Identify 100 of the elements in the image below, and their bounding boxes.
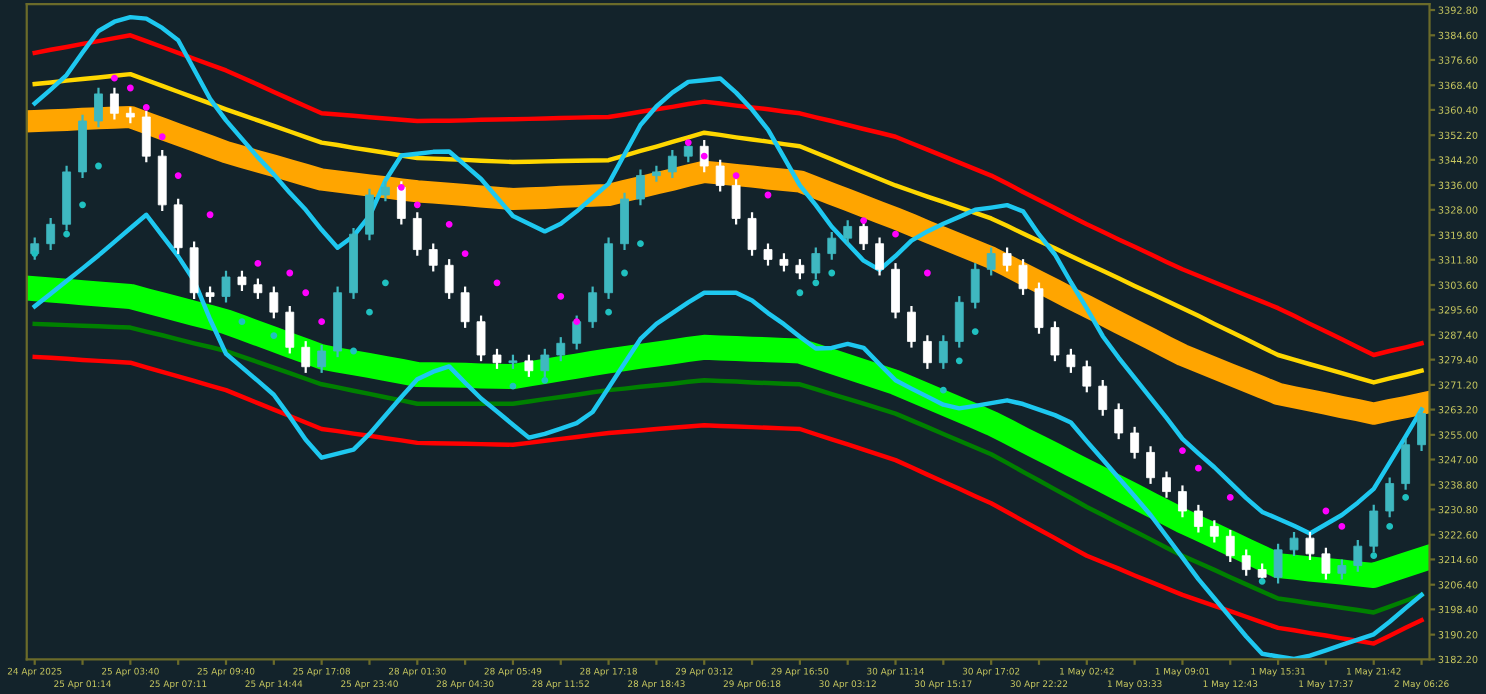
- point: [95, 162, 102, 170]
- line-series: [32, 212, 1424, 660]
- candlestick: [986, 246, 996, 277]
- candlestick: [173, 197, 183, 255]
- point: [924, 269, 931, 277]
- candlestick: [46, 217, 56, 251]
- candlestick: [779, 252, 789, 273]
- candlestick: [1305, 530, 1315, 562]
- candlestick: [556, 336, 566, 363]
- candlestick: [1193, 503, 1203, 534]
- candlestick: [747, 211, 757, 257]
- point: [238, 318, 246, 326]
- candlestick: [620, 191, 629, 251]
- candlestick: [365, 187, 374, 242]
- candlestick: [269, 285, 279, 320]
- candlestick: [1241, 548, 1251, 577]
- point: [1258, 577, 1266, 585]
- point: [812, 279, 820, 287]
- candlestick: [891, 262, 900, 320]
- point: [828, 269, 836, 277]
- candlestick: [1337, 558, 1347, 581]
- candlestick: [875, 236, 884, 277]
- candlestick: [715, 158, 725, 193]
- candlestick: [1385, 476, 1395, 519]
- line-series: [32, 71, 1424, 385]
- point: [573, 318, 581, 326]
- point: [637, 240, 644, 248]
- point: [382, 279, 389, 287]
- candlestick: [476, 314, 486, 363]
- candlestick: [253, 277, 263, 301]
- candlestick: [1114, 402, 1124, 441]
- candlestick: [922, 334, 932, 370]
- point: [939, 386, 947, 394]
- point: [254, 260, 262, 267]
- candlestick: [1098, 378, 1108, 417]
- point: [318, 318, 326, 326]
- point: [1402, 494, 1410, 501]
- candlestick: [588, 285, 598, 329]
- line-series: [32, 354, 1424, 646]
- candlestick: [731, 178, 741, 226]
- candlestick: [859, 219, 869, 251]
- point: [860, 217, 868, 224]
- point: [126, 84, 134, 92]
- candlestick: [795, 258, 805, 281]
- line-series: [32, 33, 1424, 358]
- point: [684, 139, 692, 146]
- point: [79, 201, 86, 209]
- point: [955, 357, 963, 365]
- point: [302, 289, 310, 297]
- candlestick: [652, 164, 661, 183]
- candlestick: [381, 180, 390, 203]
- candlestick: [237, 269, 247, 292]
- candlestick: [1002, 246, 1012, 273]
- candlestick: [1209, 519, 1219, 544]
- point: [397, 183, 405, 191]
- candlestick: [843, 219, 853, 246]
- candlestick: [1178, 484, 1187, 519]
- candlestick: [189, 240, 199, 301]
- candlestick: [460, 285, 470, 329]
- point: [1226, 494, 1234, 501]
- point: [1338, 523, 1346, 530]
- point: [206, 211, 214, 219]
- point: [1370, 552, 1378, 560]
- candlestick: [1066, 347, 1076, 374]
- candlestick: [827, 230, 837, 261]
- candlestick: [1130, 425, 1140, 460]
- candlestick: [396, 180, 406, 226]
- point: [174, 172, 182, 179]
- candlestick: [221, 269, 231, 304]
- candlestick: [1034, 281, 1044, 335]
- point: [1179, 447, 1186, 454]
- candlestick: [301, 340, 311, 374]
- point: [31, 250, 39, 257]
- point: [366, 308, 373, 316]
- candlestick: [1225, 529, 1235, 563]
- line-series: [32, 14, 1424, 536]
- candlestick: [444, 258, 454, 301]
- candlestick: [1050, 320, 1060, 363]
- point: [971, 328, 979, 335]
- candlestick: [907, 304, 916, 349]
- point: [892, 230, 899, 238]
- candlestick: [1401, 437, 1411, 491]
- candlestick: [428, 242, 438, 273]
- candlestick: [285, 304, 295, 355]
- point: [732, 172, 740, 179]
- point: [111, 74, 118, 82]
- candlestick: [763, 242, 773, 267]
- point: [350, 347, 357, 355]
- candlestick: [110, 86, 119, 121]
- point: [461, 250, 469, 257]
- point: [142, 104, 150, 111]
- point: [270, 332, 278, 339]
- candlestick: [1257, 562, 1267, 585]
- candlestick: [954, 295, 964, 349]
- candlestick: [938, 334, 948, 370]
- candlestick: [94, 86, 103, 129]
- point: [605, 308, 612, 316]
- point: [796, 289, 804, 297]
- candlestick: [1146, 445, 1155, 485]
- candlestick: [683, 139, 693, 164]
